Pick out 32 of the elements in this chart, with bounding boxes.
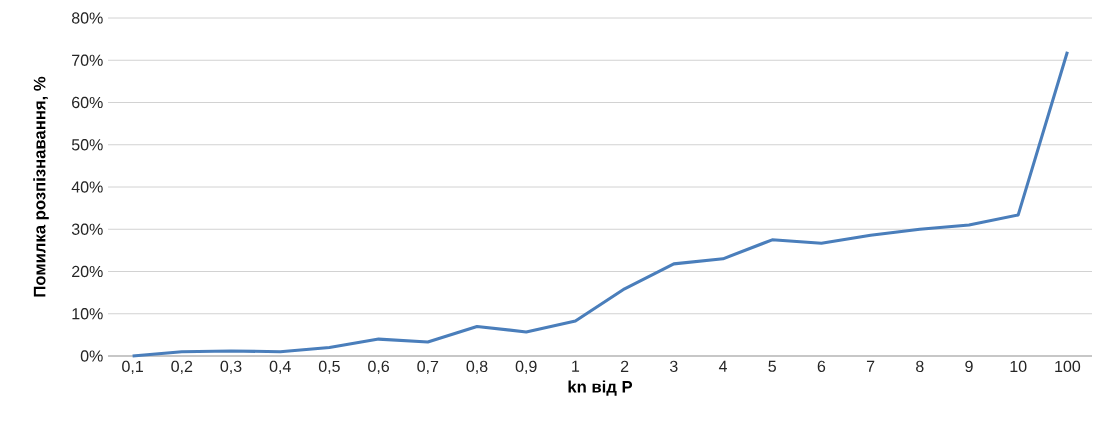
x-tick-label: 1 xyxy=(572,360,580,372)
x-tick-label: 3 xyxy=(669,360,678,373)
y-axis-title: Помилка розпізнавання, % xyxy=(33,76,49,297)
x-tick-label: 4 xyxy=(718,360,727,372)
line-series xyxy=(131,50,1069,358)
x-tick-label: 7 xyxy=(866,360,875,372)
y-tick-label: 60% xyxy=(72,96,103,109)
y-tick-label: 50% xyxy=(71,139,103,151)
y-tick-label: 10% xyxy=(72,308,103,320)
x-tick-label: 0,6 xyxy=(368,360,390,374)
x-tick-label: 0,1 xyxy=(122,360,143,374)
x-tick-label: 6 xyxy=(817,360,826,373)
x-tick-label: 0,2 xyxy=(171,360,193,374)
x-tick-label: 8 xyxy=(916,360,924,373)
y-tick-label: 20% xyxy=(72,265,103,278)
x-tick-label: 2 xyxy=(620,360,629,372)
x-tick-label: 0,4 xyxy=(269,360,291,374)
y-tick-label: 80% xyxy=(71,12,103,24)
x-axis-title: kn від P xyxy=(568,380,633,396)
x-tick-label: 0,5 xyxy=(318,360,340,374)
x-tick-label: 5 xyxy=(768,360,776,372)
x-tick-label: 9 xyxy=(965,360,973,373)
x-tick-label: 0,3 xyxy=(220,360,242,374)
y-tick-label: 0% xyxy=(80,350,103,362)
y-tick-label: 70% xyxy=(72,54,103,66)
x-tick-label: 100 xyxy=(1055,360,1081,373)
x-tick-label: 0,7 xyxy=(417,360,439,374)
x-tick-label: 0,9 xyxy=(515,360,537,374)
y-tick-label: 30% xyxy=(71,223,103,235)
y-tick-label: 40% xyxy=(71,181,103,193)
x-tick-label: 0,8 xyxy=(466,360,488,374)
x-tick-label: 10 xyxy=(1010,360,1027,373)
